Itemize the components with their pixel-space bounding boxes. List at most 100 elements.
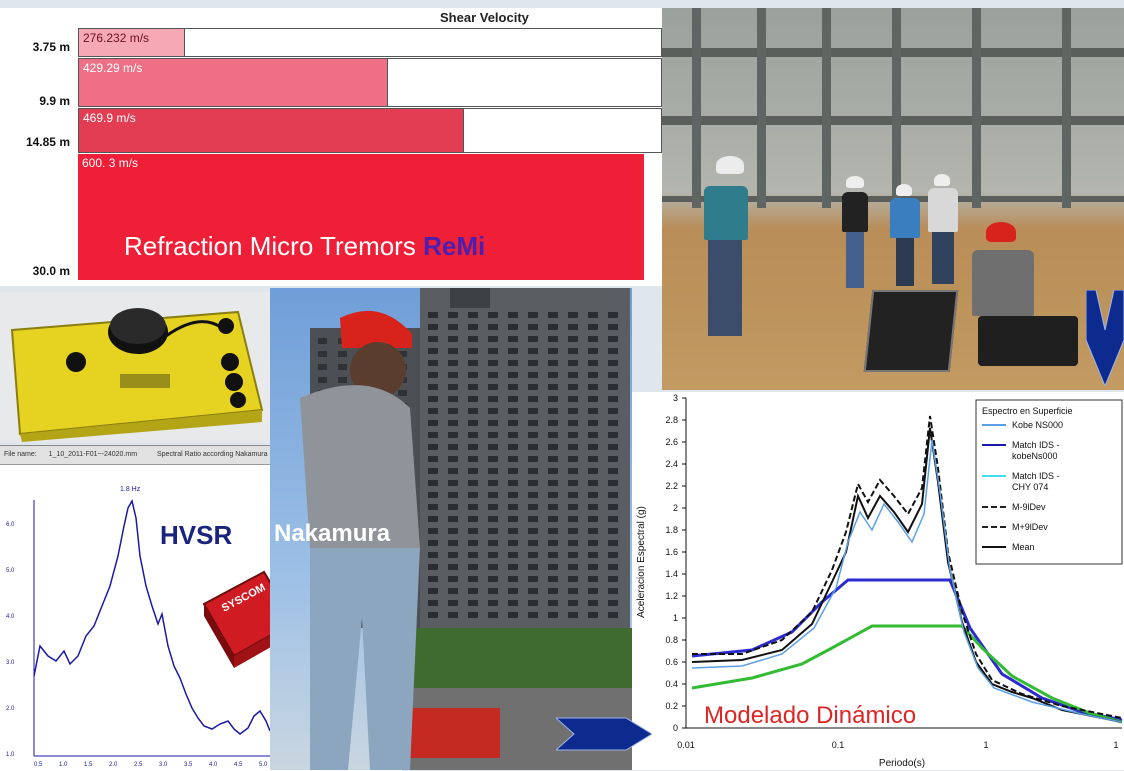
nakamura-subtitle: Nakamura	[274, 520, 391, 547]
legend-entry: M-9lDev	[1012, 502, 1046, 512]
velocity-bar-3: 469.9 m/s	[78, 108, 662, 153]
hvsr-x-tick: 1.0	[59, 762, 68, 768]
spectral-x-tick: 1	[983, 740, 988, 750]
kobe-spectrum	[691, 439, 1123, 723]
spectral-y-tick: 1.2	[665, 591, 678, 601]
trousers	[846, 232, 864, 288]
hvsr-chart: 6.0 5.0 4.0 3.0 2.0 1.0 0.5 1.0 1.5 2.0 2.5 3.0 3.5…	[6, 486, 271, 768]
velocity-bar-4: 600. 3 m/s	[78, 154, 644, 280]
hvsr-x-tick: 4.5	[234, 762, 243, 768]
shirt	[928, 188, 958, 232]
velocity-bar-4-fill	[78, 154, 644, 280]
trousers	[708, 240, 742, 336]
legend-entry: Match IDS -	[1012, 471, 1060, 481]
spectral-x-tick: 0.01	[677, 740, 695, 750]
engineer-with-helmet	[300, 310, 420, 770]
hvsr-header-desc: Spectral Ratio according Nakamura	[157, 451, 268, 458]
remi-method: Refraction Micro Tremors	[124, 231, 416, 261]
spectral-y-tick: 2.2	[665, 481, 678, 491]
legend-title: Espectro en Superficie	[982, 406, 1073, 416]
spectral-y-tick: 2.4	[665, 459, 678, 469]
hard-hat	[986, 222, 1016, 242]
modelado-dinamico-title: Modelado Dinámico	[704, 702, 917, 729]
construction-site-photo	[662, 8, 1124, 390]
hvsr-x-tick: 0.5	[34, 762, 43, 768]
shirt	[890, 198, 920, 238]
hvsr-y-tick: 4.0	[6, 614, 15, 620]
design-spectrum-blue	[691, 578, 1123, 722]
m-plus-sd-spectrum	[692, 415, 1123, 719]
velocity-label-4: 600. 3 m/s	[82, 156, 139, 170]
hvsr-title: HVSR	[160, 520, 233, 550]
legend-entry-line2: kobeNs000	[1012, 451, 1058, 461]
hvsr-header-file: File name:	[4, 451, 37, 458]
hard-hat	[896, 184, 912, 196]
hard-hat	[846, 176, 864, 188]
trousers	[896, 238, 914, 286]
equipment-case	[978, 316, 1078, 366]
spectral-y-tick: 3	[673, 393, 678, 403]
velocity-bar-1-fill	[79, 29, 185, 56]
spectral-y-tick: 0	[673, 723, 678, 733]
shear-velocity-title: Shear Velocity	[440, 10, 529, 25]
spectral-y-tick: 0.6	[665, 657, 678, 667]
hvsr-x-tick: 1.5	[84, 762, 93, 768]
hvsr-x-tick: 2.0	[109, 762, 118, 768]
remi-title: Refraction Micro Tremors ReMi	[124, 231, 485, 262]
shirt	[704, 186, 748, 240]
trousers	[932, 232, 954, 284]
depth-label-4: 30.0 m	[32, 264, 70, 278]
hvsr-x-tick: 5.0	[259, 762, 268, 768]
hvsr-y-tick: 1.0	[6, 752, 15, 758]
building-column	[1062, 8, 1071, 208]
spectral-y-tick: 2	[673, 503, 678, 513]
velocity-bar-2-fill	[79, 59, 389, 106]
tower-photo	[270, 288, 632, 770]
spectral-y-tick: 1	[673, 613, 678, 623]
legend-entry: Mean	[1012, 542, 1035, 552]
hvsr-y-ticks: 6.0 5.0 4.0 3.0 2.0 1.0	[6, 522, 15, 758]
spectral-y-tick: 1.8	[665, 525, 678, 535]
velocity-label-1: 276.232 m/s	[83, 31, 150, 45]
spectral-x-ticks: 0.01 0.1 1 1	[677, 740, 1118, 750]
hard-hat	[934, 174, 950, 186]
depth-label-1: 3.75 m	[32, 40, 70, 54]
velocity-label-3: 469.9 m/s	[83, 111, 136, 125]
velocity-bar-3-fill	[79, 109, 465, 152]
spectral-x-label: Periodo(s)	[879, 758, 925, 769]
velocity-bar-2: 429.29 m/s	[78, 58, 662, 107]
sensor-photo	[0, 292, 270, 442]
spectral-x-tick: 0.1	[832, 740, 845, 750]
hard-hat	[716, 156, 744, 174]
velocity-label-2: 429.29 m/s	[83, 61, 143, 75]
hvsr-peak-label: 1.8 Hz	[120, 486, 141, 493]
velocity-bar-1: 276.232 m/s	[78, 28, 662, 57]
hvsr-y-tick: 5.0	[6, 568, 15, 574]
legend-entry: M+9lDev	[1012, 522, 1048, 532]
spectral-y-tick: 1.6	[665, 547, 678, 557]
spectral-y-tick: 0.8	[665, 635, 678, 645]
hvsr-y-tick: 3.0	[6, 660, 15, 666]
building-column	[822, 8, 831, 208]
arrow-right-icon	[556, 717, 652, 751]
spectral-y-label: Aceleracion Espectral (g)	[636, 506, 647, 618]
building-column	[692, 8, 701, 208]
spectral-y-tick: 1.4	[665, 569, 678, 579]
spectral-chart: 0 0.2 0.4 0.6 0.8 1 1.2 1.4 1.6 1.8 2 2.2 2.4 2.6 2.8 3…	[636, 393, 1123, 769]
spectral-x-tick: 1	[1113, 740, 1118, 750]
spectral-y-tick: 2.8	[665, 415, 678, 425]
spectral-y-tick: 0.4	[665, 679, 678, 689]
shirt	[972, 250, 1034, 316]
legend-entry: Kobe NS000	[1012, 420, 1063, 430]
hvsr-header-value: 1_10_2011-F01~-24020.mm	[48, 451, 138, 458]
spectral-y-ticks: 0 0.2 0.4 0.6 0.8 1 1.2 1.4 1.6 1.8 2 2.2 2.4 2.6 2.8 3	[665, 393, 686, 733]
sensor-device	[10, 308, 264, 442]
hvsr-x-tick: 2.5	[134, 762, 143, 768]
hvsr-x-ticks: 0.5 1.0 1.5 2.0 2.5 3.0 3.5 4.0 4.5 5.0	[34, 762, 268, 768]
hvsr-x-tick: 3.5	[184, 762, 193, 768]
shear-velocity-panel: Shear Velocity 3.75 m 276.232 m/s 9.9 m …	[0, 8, 662, 286]
building-column	[892, 8, 901, 208]
remi-acronym: ReMi	[423, 231, 486, 261]
legend-entry-line2: CHY 074	[1012, 482, 1048, 492]
